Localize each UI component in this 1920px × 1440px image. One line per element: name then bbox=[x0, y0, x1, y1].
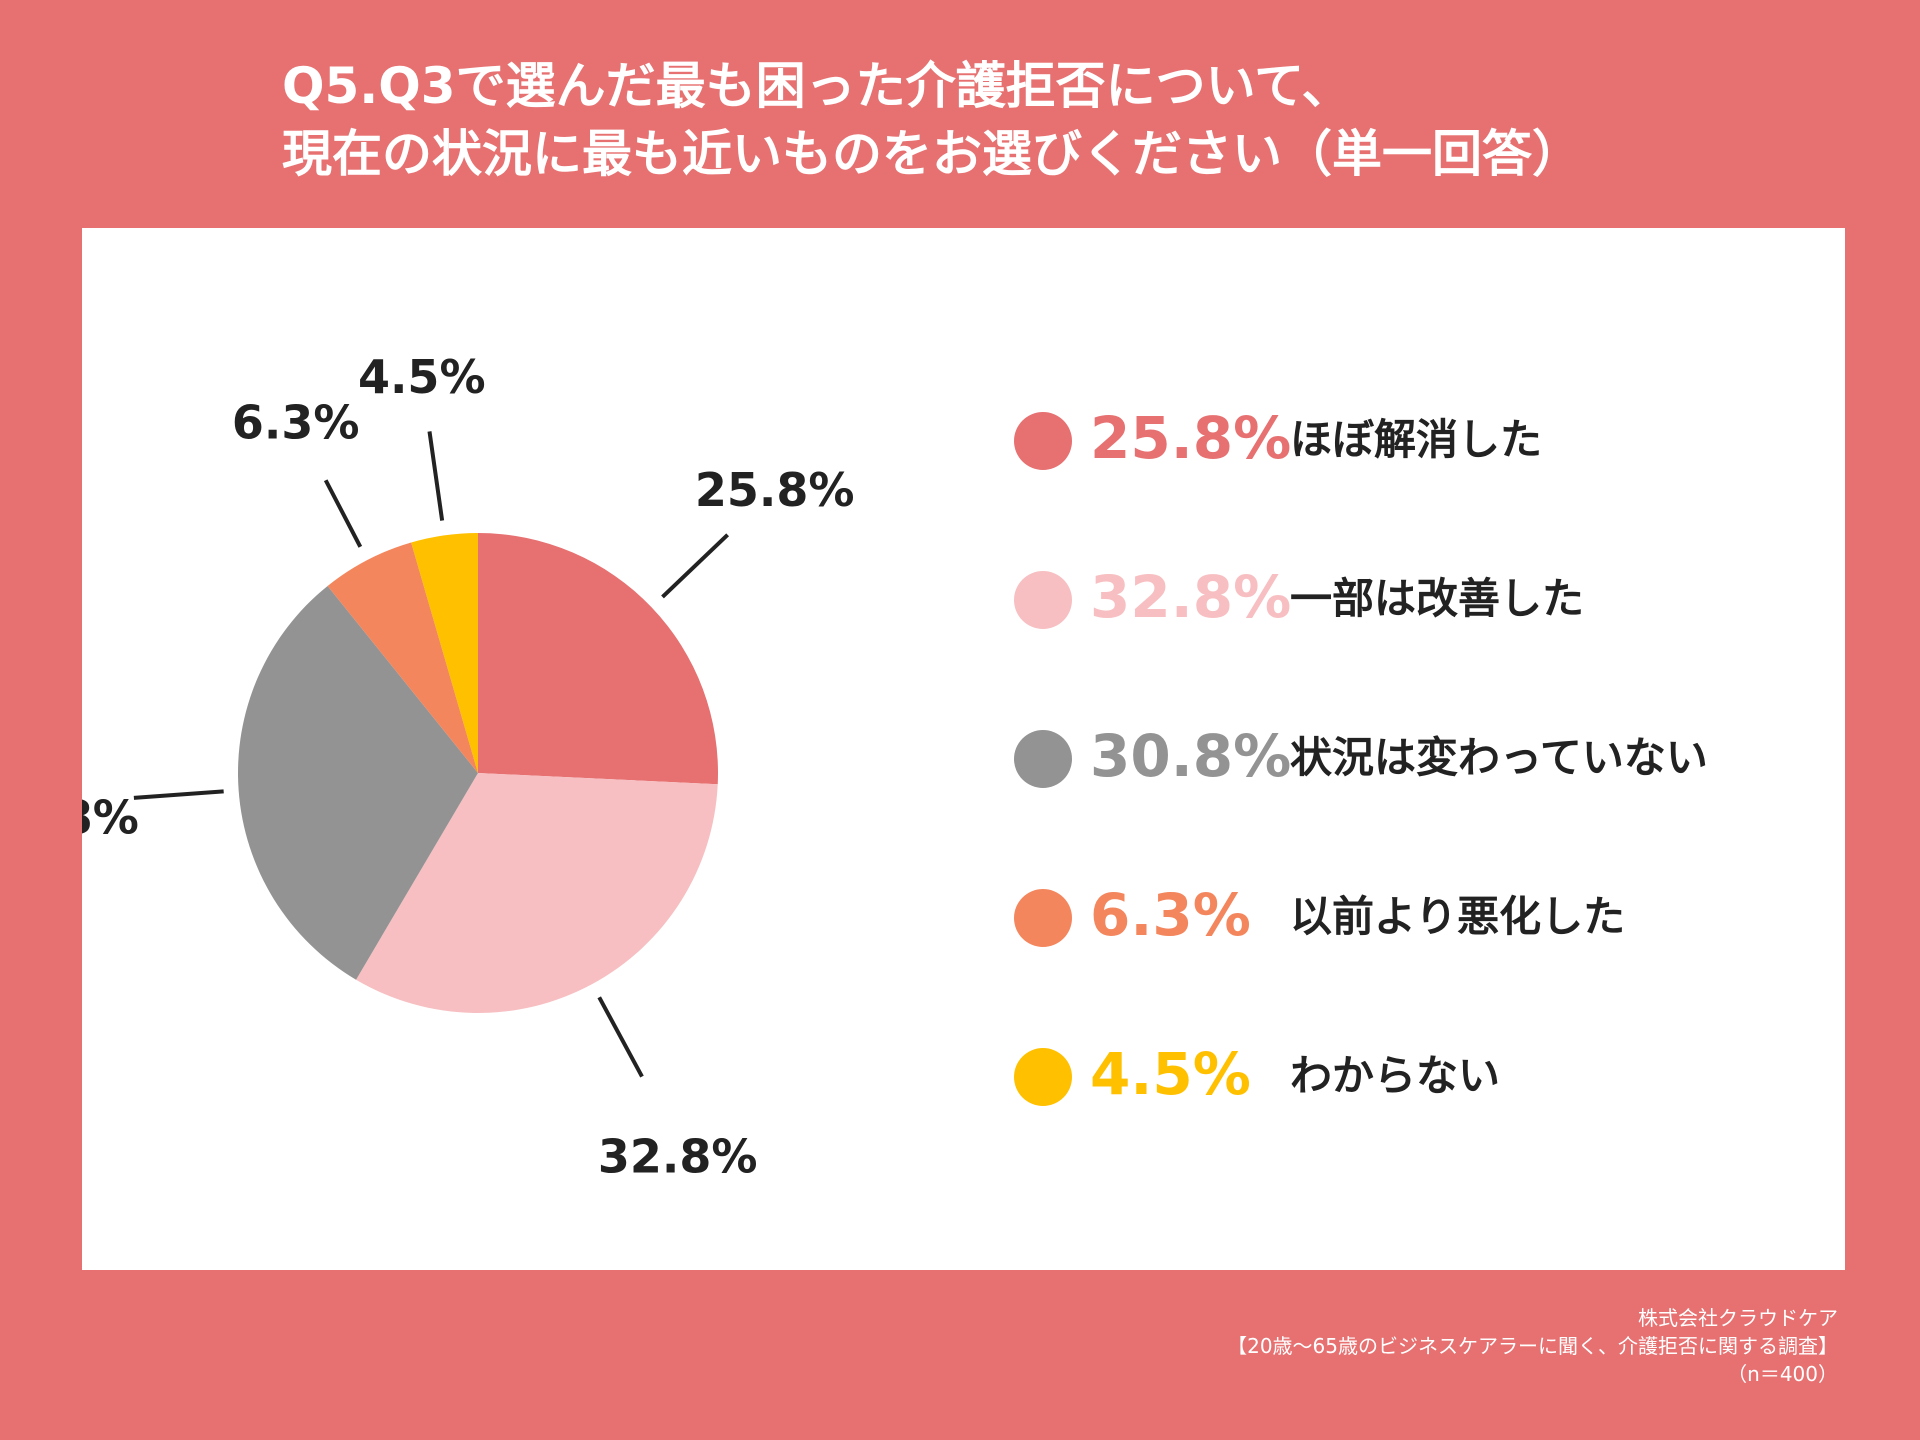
pie-slice bbox=[356, 773, 718, 1013]
legend-label: 一部は改善した bbox=[1290, 574, 1585, 623]
data-label: 4.5% bbox=[358, 350, 486, 404]
legend-percent: 4.5% bbox=[1090, 1040, 1251, 1108]
legend-swatch bbox=[1014, 889, 1072, 947]
legend-percent: 6.3% bbox=[1090, 881, 1251, 949]
legend-item: 4.5% わからない bbox=[932, 1024, 1832, 1124]
source-note: 株式会社クラウドケア 【20歳～65歳のビジネスケアラーに聞く、介護拒否に関する… bbox=[1227, 1304, 1838, 1388]
legend-item: 25.8% ほぼ解消した bbox=[932, 388, 1832, 488]
legend-item: 6.3% 以前より悪化した bbox=[932, 865, 1832, 965]
pie-slice bbox=[411, 533, 478, 773]
source-company: 株式会社クラウドケア bbox=[1638, 1306, 1838, 1330]
legend-label: ほぼ解消した bbox=[1290, 415, 1543, 464]
legend-swatch bbox=[1014, 571, 1072, 629]
leader-line bbox=[133, 789, 224, 800]
legend-percent: 25.8% bbox=[1090, 404, 1292, 472]
data-label: 32.8% bbox=[598, 1130, 758, 1184]
legend-percent: 30.8% bbox=[1090, 722, 1292, 790]
source-sample-size: （n＝400） bbox=[1727, 1362, 1838, 1386]
leader-line bbox=[323, 479, 363, 548]
pie-slice bbox=[238, 585, 478, 980]
source-survey: 【20歳～65歳のビジネスケアラーに聞く、介護拒否に関する調査】 bbox=[1227, 1334, 1838, 1358]
legend-item: 32.8% 一部は改善した bbox=[932, 547, 1832, 647]
legend-label: 状況は変わっていない bbox=[1290, 733, 1708, 782]
legend-swatch bbox=[1014, 1048, 1072, 1106]
data-label: 6.3% bbox=[232, 396, 360, 450]
pie-chart: 25.8% 32.8% 30.8% 6.3%4.5% bbox=[82, 350, 855, 1184]
legend-swatch bbox=[1014, 730, 1072, 788]
data-label: 30.8% bbox=[82, 790, 139, 844]
legend-label: 以前より悪化した bbox=[1290, 892, 1626, 941]
leader-line bbox=[661, 533, 730, 599]
pie-slice bbox=[327, 542, 478, 773]
leader-line bbox=[597, 996, 644, 1078]
legend-item: 30.8% 状況は変わっていない bbox=[932, 706, 1832, 806]
pie-slice bbox=[478, 533, 718, 785]
leader-line bbox=[427, 431, 445, 521]
chart-title: Q5.Q3で選んだ最も困った介護拒否について、 現在の状況に最も近いものをお選び… bbox=[282, 52, 1782, 188]
legend-label: わからない bbox=[1290, 1051, 1501, 1100]
legend: 25.8% ほぼ解消した 32.8% 一部は改善した 30.8% 状況は変わって… bbox=[932, 388, 1832, 1188]
chart-panel: 25.8%32.8%30.8%6.3%4.5% 25.8% ほぼ解消した 32.… bbox=[82, 228, 1845, 1270]
legend-swatch bbox=[1014, 412, 1072, 470]
title-line-1: Q5.Q3で選んだ最も困った介護拒否について、 bbox=[282, 57, 1352, 115]
title-line-2: 現在の状況に最も近いものをお選びください（単一回答） bbox=[282, 125, 1582, 183]
data-label: 25.8% bbox=[695, 463, 855, 517]
legend-percent: 32.8% bbox=[1090, 563, 1292, 631]
